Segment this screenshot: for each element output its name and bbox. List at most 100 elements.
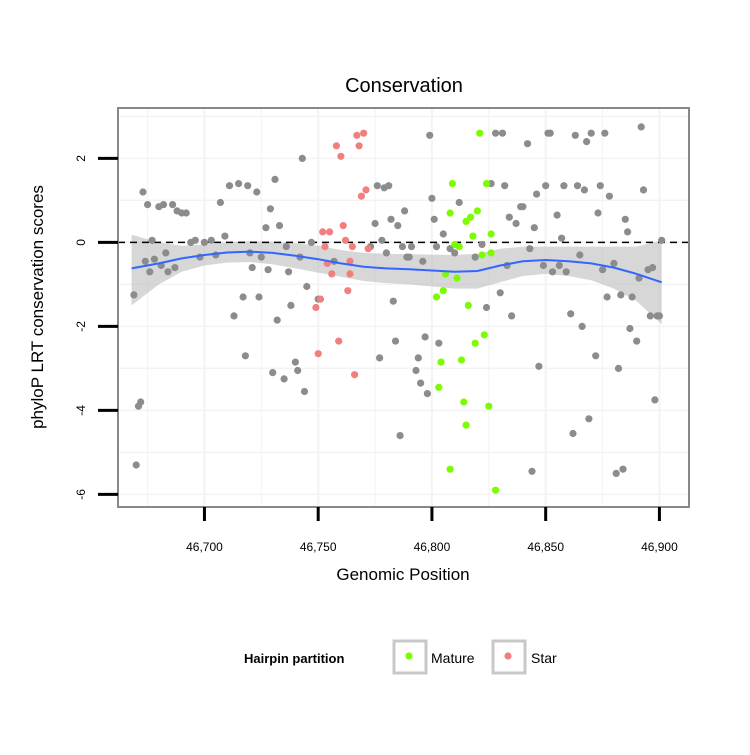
data-point-other [639, 186, 648, 194]
data-point-other [382, 249, 390, 257]
data-point-other [430, 215, 438, 223]
y-axis-title: phyloP LRT conservation scores [28, 185, 47, 429]
data-point-other [621, 215, 629, 223]
data-point-other [528, 467, 536, 475]
plot-layer: 46,700 46,750 46,800 46,850 46,900 -6 -4 -2 0 2 [74, 107, 690, 554]
data-point-other [439, 230, 447, 238]
data-point-other [428, 194, 436, 202]
data-point-other [539, 261, 548, 270]
data-point-other [482, 303, 491, 312]
data-point-other [610, 259, 618, 267]
data-point-other [542, 182, 550, 190]
data-point-other [633, 337, 641, 345]
data-point-mature [457, 356, 466, 364]
data-point-other [191, 236, 199, 244]
data-point-other [182, 209, 190, 217]
data-point-other [555, 261, 563, 270]
data-point-other [619, 465, 627, 473]
data-point-other [298, 154, 306, 162]
data-point-other [378, 236, 386, 244]
data-point-mature [448, 180, 456, 188]
data-point-other [262, 224, 270, 232]
data-point-other [275, 222, 284, 230]
data-point-other [401, 207, 409, 215]
data-point-other [512, 219, 520, 228]
data-point-other [412, 366, 420, 375]
data-point-other [614, 364, 623, 372]
data-point-other [373, 182, 381, 190]
data-point-star [351, 371, 359, 379]
data-point-star [328, 270, 336, 278]
y-tick-label: 2 [74, 155, 88, 162]
data-point-other [162, 249, 170, 257]
data-point-star [362, 186, 370, 194]
data-point-other [612, 469, 620, 477]
data-point-mature [460, 398, 468, 406]
data-point-other [391, 337, 400, 345]
data-point-mature [487, 230, 495, 238]
data-point-other [523, 140, 532, 148]
data-point-other [371, 219, 379, 228]
data-point-other [264, 266, 272, 274]
data-point-other [294, 366, 302, 375]
data-point-other [300, 387, 309, 396]
data-point-other [271, 175, 279, 183]
data-point-other [567, 310, 575, 318]
data-point-mature [485, 402, 493, 410]
data-point-other [605, 192, 614, 200]
data-point-other [594, 209, 602, 217]
data-point-other [571, 131, 579, 139]
data-point-other [426, 131, 434, 139]
data-point-mature [473, 207, 481, 215]
data-point-other [396, 432, 404, 440]
data-point-other [596, 182, 604, 190]
data-point-other [553, 211, 561, 219]
data-point-other [560, 182, 568, 190]
data-point-star [335, 337, 343, 345]
data-point-other [285, 268, 293, 276]
data-point-other [287, 301, 295, 309]
data-point-other [651, 396, 659, 404]
data-point-other [535, 362, 543, 370]
data-point-other [419, 257, 427, 265]
data-point-other [221, 232, 229, 240]
data-point-star [353, 131, 361, 139]
data-point-other [562, 268, 570, 276]
data-point-star [321, 243, 329, 251]
data-point-star [314, 350, 322, 358]
data-point-other [617, 291, 625, 299]
data-point-star [360, 129, 368, 137]
data-point-other [649, 264, 657, 272]
plot-border [117, 107, 690, 508]
data-point-other [455, 198, 463, 207]
data-point-other [492, 129, 500, 137]
chart-title: Conservation [345, 75, 463, 97]
data-point-other [558, 234, 566, 242]
data-point-other [573, 182, 582, 190]
data-point-other [592, 352, 600, 360]
data-point-mature [455, 243, 463, 251]
x-tick-label: 46,800 [414, 540, 451, 554]
data-point-other [387, 215, 395, 223]
data-point-other [132, 461, 140, 469]
data-point-star [344, 287, 352, 295]
data-point-other [530, 224, 538, 232]
data-point-other [624, 228, 632, 236]
data-point-mature [471, 339, 479, 347]
data-point-other [587, 129, 595, 137]
data-point-other [216, 198, 224, 207]
data-point-other [446, 245, 454, 253]
data-point-star [364, 245, 372, 253]
data-point-other [148, 236, 156, 244]
data-point-other [248, 264, 256, 272]
data-point-other [583, 138, 591, 146]
data-point-star [348, 243, 356, 251]
data-point-other [225, 182, 234, 190]
data-point-mature [437, 358, 445, 366]
data-point-other [144, 201, 152, 209]
data-point-mature [462, 421, 470, 429]
data-point-other [519, 203, 527, 211]
data-point-other [478, 240, 486, 249]
data-point-other [207, 236, 215, 244]
